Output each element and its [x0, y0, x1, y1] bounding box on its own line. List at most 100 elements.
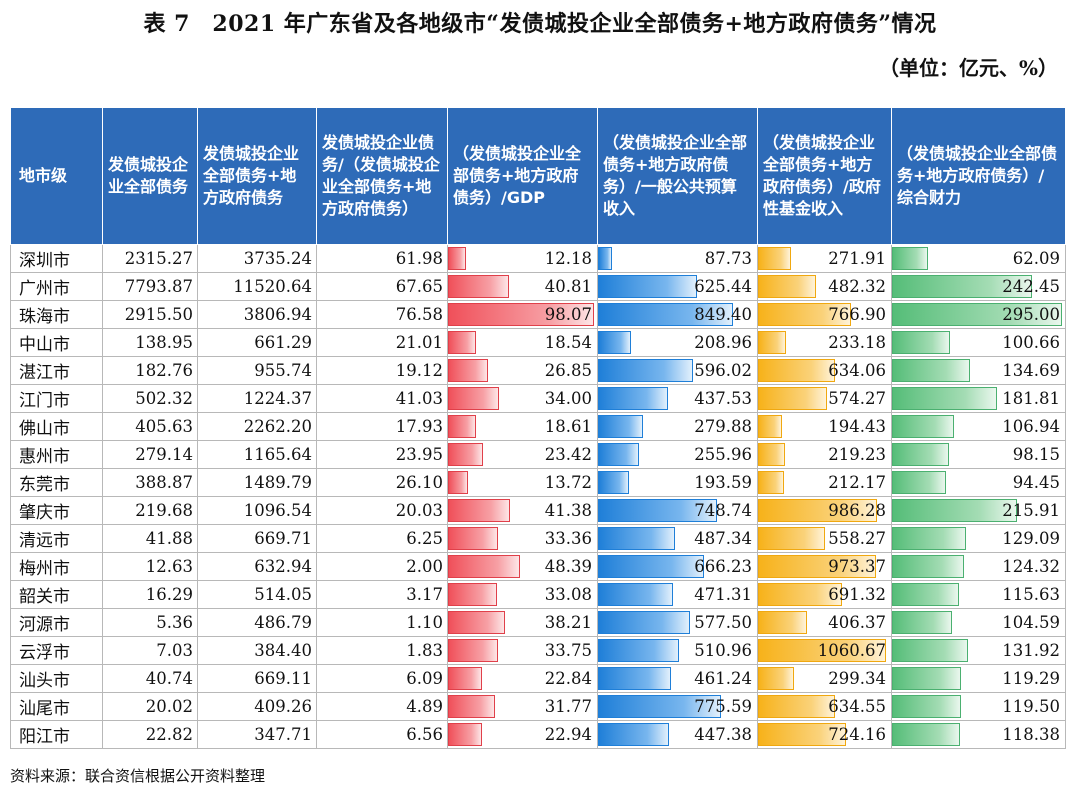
- cell-fiscal: 106.94: [891, 412, 1066, 441]
- budget-databar: [598, 247, 612, 270]
- cell-ratio: 1.10: [316, 608, 448, 637]
- fund-value: 219.23: [828, 445, 886, 464]
- cell-total: 1224.37: [197, 384, 317, 413]
- cell-gdp: 22.94: [447, 720, 598, 749]
- cell-ratio: 6.56: [316, 720, 448, 749]
- budget-value: 849.40: [694, 305, 752, 324]
- table-row: 梅州市 12.63 632.94 2.00 48.39 666.23 973.37 124.3…: [10, 552, 1066, 581]
- gdp-value: 31.77: [544, 697, 592, 716]
- fiscal-value: 124.32: [1002, 557, 1060, 576]
- cell-total: 632.94: [197, 552, 317, 581]
- table-row: 中山市 138.95 661.29 21.01 18.54 208.96 233.18 100…: [10, 328, 1066, 357]
- cell-budget: 487.34: [597, 524, 758, 553]
- cell-city: 珠海市: [10, 300, 103, 329]
- fund-databar: [758, 639, 887, 662]
- cell-fund: 574.27: [757, 384, 892, 413]
- gdp-databar: [448, 331, 476, 354]
- cell-city: 汕尾市: [10, 692, 103, 721]
- table-row: 韶关市 16.29 514.05 3.17 33.08 471.31 691.32 115.6…: [10, 580, 1066, 609]
- budget-databar: [598, 555, 704, 578]
- cell-ratio: 26.10: [316, 468, 448, 497]
- cell-ratio: 17.93: [316, 412, 448, 441]
- cell-fund: 558.27: [757, 524, 892, 553]
- cell-gdp: 40.81: [447, 272, 598, 301]
- budget-value: 577.50: [694, 613, 752, 632]
- table-row: 阳江市 22.82 347.71 6.56 22.94 447.38 724.16 118.3…: [10, 720, 1066, 749]
- fund-value: 691.32: [828, 585, 886, 604]
- budget-value: 625.44: [694, 277, 752, 296]
- cell-ratio: 6.25: [316, 524, 448, 553]
- cell-fund: 724.16: [757, 720, 892, 749]
- budget-value: 461.24: [694, 669, 752, 688]
- cell-debt: 279.14: [102, 440, 198, 469]
- fiscal-value: 106.94: [1002, 417, 1060, 436]
- header-city: 地市级: [10, 107, 103, 245]
- gdp-value: 98.07: [544, 305, 592, 324]
- cell-debt: 388.87: [102, 468, 198, 497]
- cell-debt: 7.03: [102, 636, 198, 665]
- cell-fiscal: 98.15: [891, 440, 1066, 469]
- gdp-value: 13.72: [544, 473, 592, 492]
- fund-databar: [758, 359, 835, 382]
- cell-total: 514.05: [197, 580, 317, 609]
- cell-gdp: 33.36: [447, 524, 598, 553]
- cell-fiscal: 104.59: [891, 608, 1066, 637]
- budget-value: 775.59: [694, 697, 752, 716]
- budget-value: 208.96: [694, 333, 752, 352]
- cell-ratio: 67.65: [316, 272, 448, 301]
- cell-budget: 510.96: [597, 636, 758, 665]
- gdp-databar: [448, 723, 483, 746]
- cell-total: 347.71: [197, 720, 317, 749]
- gdp-value: 33.08: [544, 585, 592, 604]
- cell-ratio: 1.83: [316, 636, 448, 665]
- cell-fund: 691.32: [757, 580, 892, 609]
- budget-databar: [598, 695, 722, 718]
- cell-fund: 1060.67: [757, 636, 892, 665]
- fund-databar: [758, 499, 878, 522]
- fund-databar: [758, 275, 817, 298]
- gdp-databar: [448, 415, 476, 438]
- cell-debt: 405.63: [102, 412, 198, 441]
- cell-total: 11520.64: [197, 272, 317, 301]
- source-note: 资料来源：联合资信根据公开资料整理: [10, 767, 266, 785]
- header-budget: （发债城投企业全部债务+地方政府债务）/一般公共预算收入: [597, 107, 758, 245]
- gdp-databar: [448, 303, 595, 326]
- budget-databar: [598, 359, 693, 382]
- cell-city: 阳江市: [10, 720, 103, 749]
- cell-fund: 634.55: [757, 692, 892, 721]
- cell-budget: 775.59: [597, 692, 758, 721]
- cell-debt: 20.02: [102, 692, 198, 721]
- fund-value: 271.91: [828, 249, 886, 268]
- cell-total: 1096.54: [197, 496, 317, 525]
- table-row: 东莞市 388.87 1489.79 26.10 13.72 193.59 212.17 94…: [10, 468, 1066, 497]
- header-debt: 发债城投企业全部债务: [102, 107, 198, 245]
- fund-databar: [758, 303, 851, 326]
- gdp-databar: [448, 443, 483, 466]
- cell-fiscal: 295.00: [891, 300, 1066, 329]
- cell-fiscal: 181.81: [891, 384, 1066, 413]
- cell-budget: 461.24: [597, 664, 758, 693]
- budget-databar: [598, 667, 672, 690]
- fiscal-databar: [892, 387, 997, 410]
- budget-databar: [598, 331, 632, 354]
- gdp-value: 23.42: [544, 445, 592, 464]
- cell-total: 669.71: [197, 524, 317, 553]
- budget-databar: [598, 387, 668, 410]
- table-row: 广州市 7793.87 11520.64 67.65 40.81 625.44 482.32…: [10, 272, 1066, 301]
- fiscal-value: 181.81: [1002, 389, 1060, 408]
- gdp-databar: [448, 275, 509, 298]
- budget-databar: [598, 499, 718, 522]
- cell-fund: 299.34: [757, 664, 892, 693]
- fund-databar: [758, 387, 828, 410]
- gdp-databar: [448, 611, 505, 634]
- gdp-databar: [448, 527, 498, 550]
- fund-databar: [758, 471, 784, 494]
- cell-ratio: 20.03: [316, 496, 448, 525]
- fund-databar: [758, 611, 808, 634]
- cell-fund: 194.43: [757, 412, 892, 441]
- fund-databar: [758, 415, 782, 438]
- budget-value: 193.59: [694, 473, 752, 492]
- cell-city: 湛江市: [10, 356, 103, 385]
- fund-value: 482.32: [828, 277, 886, 296]
- cell-budget: 625.44: [597, 272, 758, 301]
